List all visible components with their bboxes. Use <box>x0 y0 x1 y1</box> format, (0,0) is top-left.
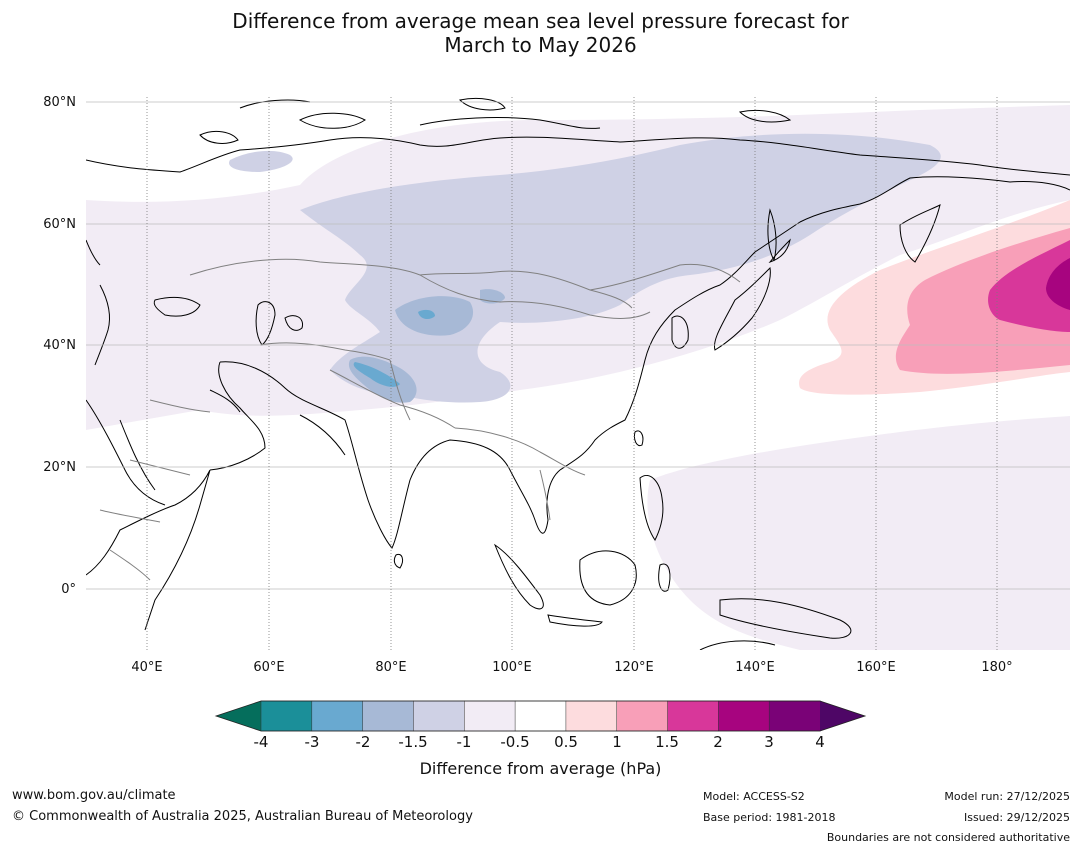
colorbar-label: Difference from average (hPa) <box>419 759 662 778</box>
colorbar-tick: -1.5 <box>398 733 428 751</box>
colorbar-over-arrow <box>820 701 865 731</box>
colorbar-bin <box>565 700 618 732</box>
base-period: Base period: 1981-2018 <box>703 811 836 824</box>
pressure-anomaly-deep-magenta <box>1046 258 1070 310</box>
colorbar-tick: 0.5 <box>554 733 578 751</box>
colorbar-bin <box>514 700 567 732</box>
colorbar-tick: 1.5 <box>655 733 679 751</box>
colorbar-tick: -2 <box>355 733 371 751</box>
lat-label-40n: 40°N <box>43 338 76 353</box>
lon-label-100e: 100°E <box>492 660 532 675</box>
colorbar-bin <box>718 700 770 732</box>
colorbar-tick: 1 <box>612 733 622 751</box>
colorbar-tick: -3 <box>304 733 320 751</box>
model-name: Model: ACCESS-S2 <box>703 790 805 803</box>
boundaries-disclaimer: Boundaries are not considered authoritat… <box>826 831 1070 844</box>
issued-date: Issued: 29/12/2025 <box>963 811 1070 824</box>
colorbar-bin <box>362 700 415 732</box>
colorbar-tick: 2 <box>713 733 723 751</box>
colorbar-tick: -0.5 <box>500 733 530 751</box>
colorbar-bin <box>311 700 364 732</box>
country-borders <box>99 258 741 581</box>
lat-label-80n: 80°N <box>43 95 76 110</box>
map-plot-area <box>86 97 1070 650</box>
pressure-anomaly-blue <box>418 309 435 320</box>
lon-label-80e: 80°E <box>375 660 407 675</box>
lon-label-60e: 60°E <box>253 660 285 675</box>
longitude-gridlines <box>146 97 998 650</box>
map-title-line-1: Difference from average mean sea level p… <box>232 9 849 33</box>
lon-label-160e: 160°E <box>856 660 896 675</box>
pressure-anomaly-magenta <box>988 240 1070 332</box>
colorbar-bin <box>260 700 313 732</box>
colorbar-tick: 4 <box>815 733 825 751</box>
bom-url: www.bom.gov.au/climate <box>12 788 176 803</box>
latitude-gridlines <box>86 101 1070 590</box>
coastlines <box>86 97 1070 650</box>
copyright-notice: © Commonwealth of Australia 2025, Austra… <box>12 809 473 824</box>
lon-label-120e: 120°E <box>614 660 654 675</box>
colorbar-bin <box>616 700 669 732</box>
colorbar-tick: 3 <box>764 733 774 751</box>
colorbar-under-arrow <box>216 701 261 731</box>
colorbar-bin <box>464 700 516 732</box>
lat-label-equator: 0° <box>61 582 76 597</box>
map-title-line-2: March to May 2026 <box>444 33 637 57</box>
colorbar-bin <box>667 700 719 732</box>
colorbar-bin <box>413 700 465 732</box>
lon-label-180: 180° <box>981 660 1013 675</box>
pressure-anomaly-light-blue-grey <box>300 133 941 403</box>
lon-label-40e: 40°E <box>131 660 163 675</box>
colorbar-tick: -4 <box>253 733 269 751</box>
lon-label-140e: 140°E <box>735 660 775 675</box>
pressure-anomaly-lavender <box>647 416 1070 650</box>
colorbar-tick: -1 <box>456 733 472 751</box>
colorbar-outline <box>214 700 867 732</box>
model-run-date: Model run: 27/12/2025 <box>944 790 1070 803</box>
colorbar <box>214 700 867 732</box>
pressure-anomaly-blue <box>353 362 400 387</box>
colorbar-bin <box>768 700 821 732</box>
pressure-anomaly-light-blue-grey <box>229 150 293 172</box>
lat-label-20n: 20°N <box>43 460 76 475</box>
lat-label-60n: 60°N <box>43 217 76 232</box>
